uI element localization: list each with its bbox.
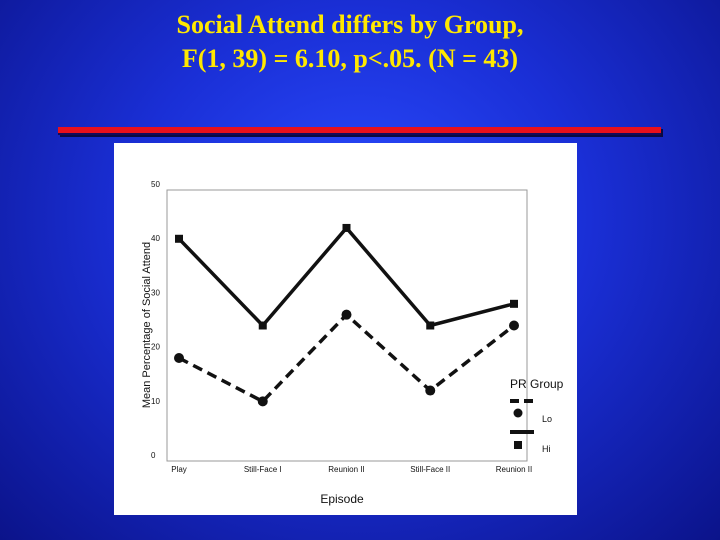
- y-tick-label: 50: [151, 180, 160, 189]
- y-tick-label: 40: [151, 234, 160, 243]
- y-tick-label: 0: [151, 451, 156, 460]
- series-layer: [174, 223, 519, 407]
- y-tick-label: 20: [151, 343, 160, 352]
- x-tick-label: Reunion II: [496, 465, 532, 474]
- x-axis-label: Episode: [320, 492, 364, 506]
- y-axis-ticks: 0 10 20 30 40 50: [151, 180, 160, 460]
- y-tick-label: 30: [151, 288, 160, 297]
- x-tick-label: Reunion II: [328, 465, 364, 474]
- slide-title-line-2: F(1, 39) = 6.10, p<.05. (N = 43): [181, 44, 519, 73]
- line-chart: 0 10 20 30 40 50 Play Still-Face I Reunion II St…: [141, 180, 564, 506]
- data-point-lo: [174, 353, 184, 364]
- data-point-hi: [175, 234, 183, 243]
- y-axis-label: Mean Percentage of Social Attend: [141, 242, 153, 408]
- legend-marker-lo: [513, 408, 523, 418]
- y-tick-label: 10: [151, 397, 160, 406]
- x-axis-ticks: Play Still-Face I Reunion II Still-Face II R…: [171, 465, 532, 474]
- chart-panel: 0 10 20 30 40 50 Play Still-Face I Reunion II St…: [114, 143, 577, 515]
- data-point-lo: [425, 385, 436, 396]
- data-point-hi: [426, 321, 435, 330]
- legend: PR Group Lo Hi: [510, 377, 564, 454]
- x-tick-label: Still-Face II: [410, 465, 450, 474]
- x-tick-label: Still-Face I: [244, 465, 282, 474]
- series-line-lo: [178, 312, 516, 404]
- plot-frame: [166, 189, 528, 462]
- legend-label-hi: Hi: [542, 444, 551, 454]
- data-point-hi: [342, 223, 351, 232]
- legend-label-lo: Lo: [542, 414, 552, 424]
- data-point-lo: [257, 396, 268, 407]
- title-divider: [58, 127, 661, 135]
- data-point-hi: [258, 321, 267, 330]
- data-point-lo: [509, 320, 519, 331]
- data-point-lo: [341, 309, 352, 320]
- slide-title: Social Attend differs by Group, F(1, 39)…: [0, 8, 700, 76]
- slide-title-line-1: Social Attend differs by Group,: [176, 10, 524, 39]
- x-tick-label: Play: [171, 465, 187, 474]
- legend-title: PR Group: [510, 377, 564, 391]
- data-point-hi: [510, 299, 518, 308]
- legend-marker-hi: [514, 441, 522, 449]
